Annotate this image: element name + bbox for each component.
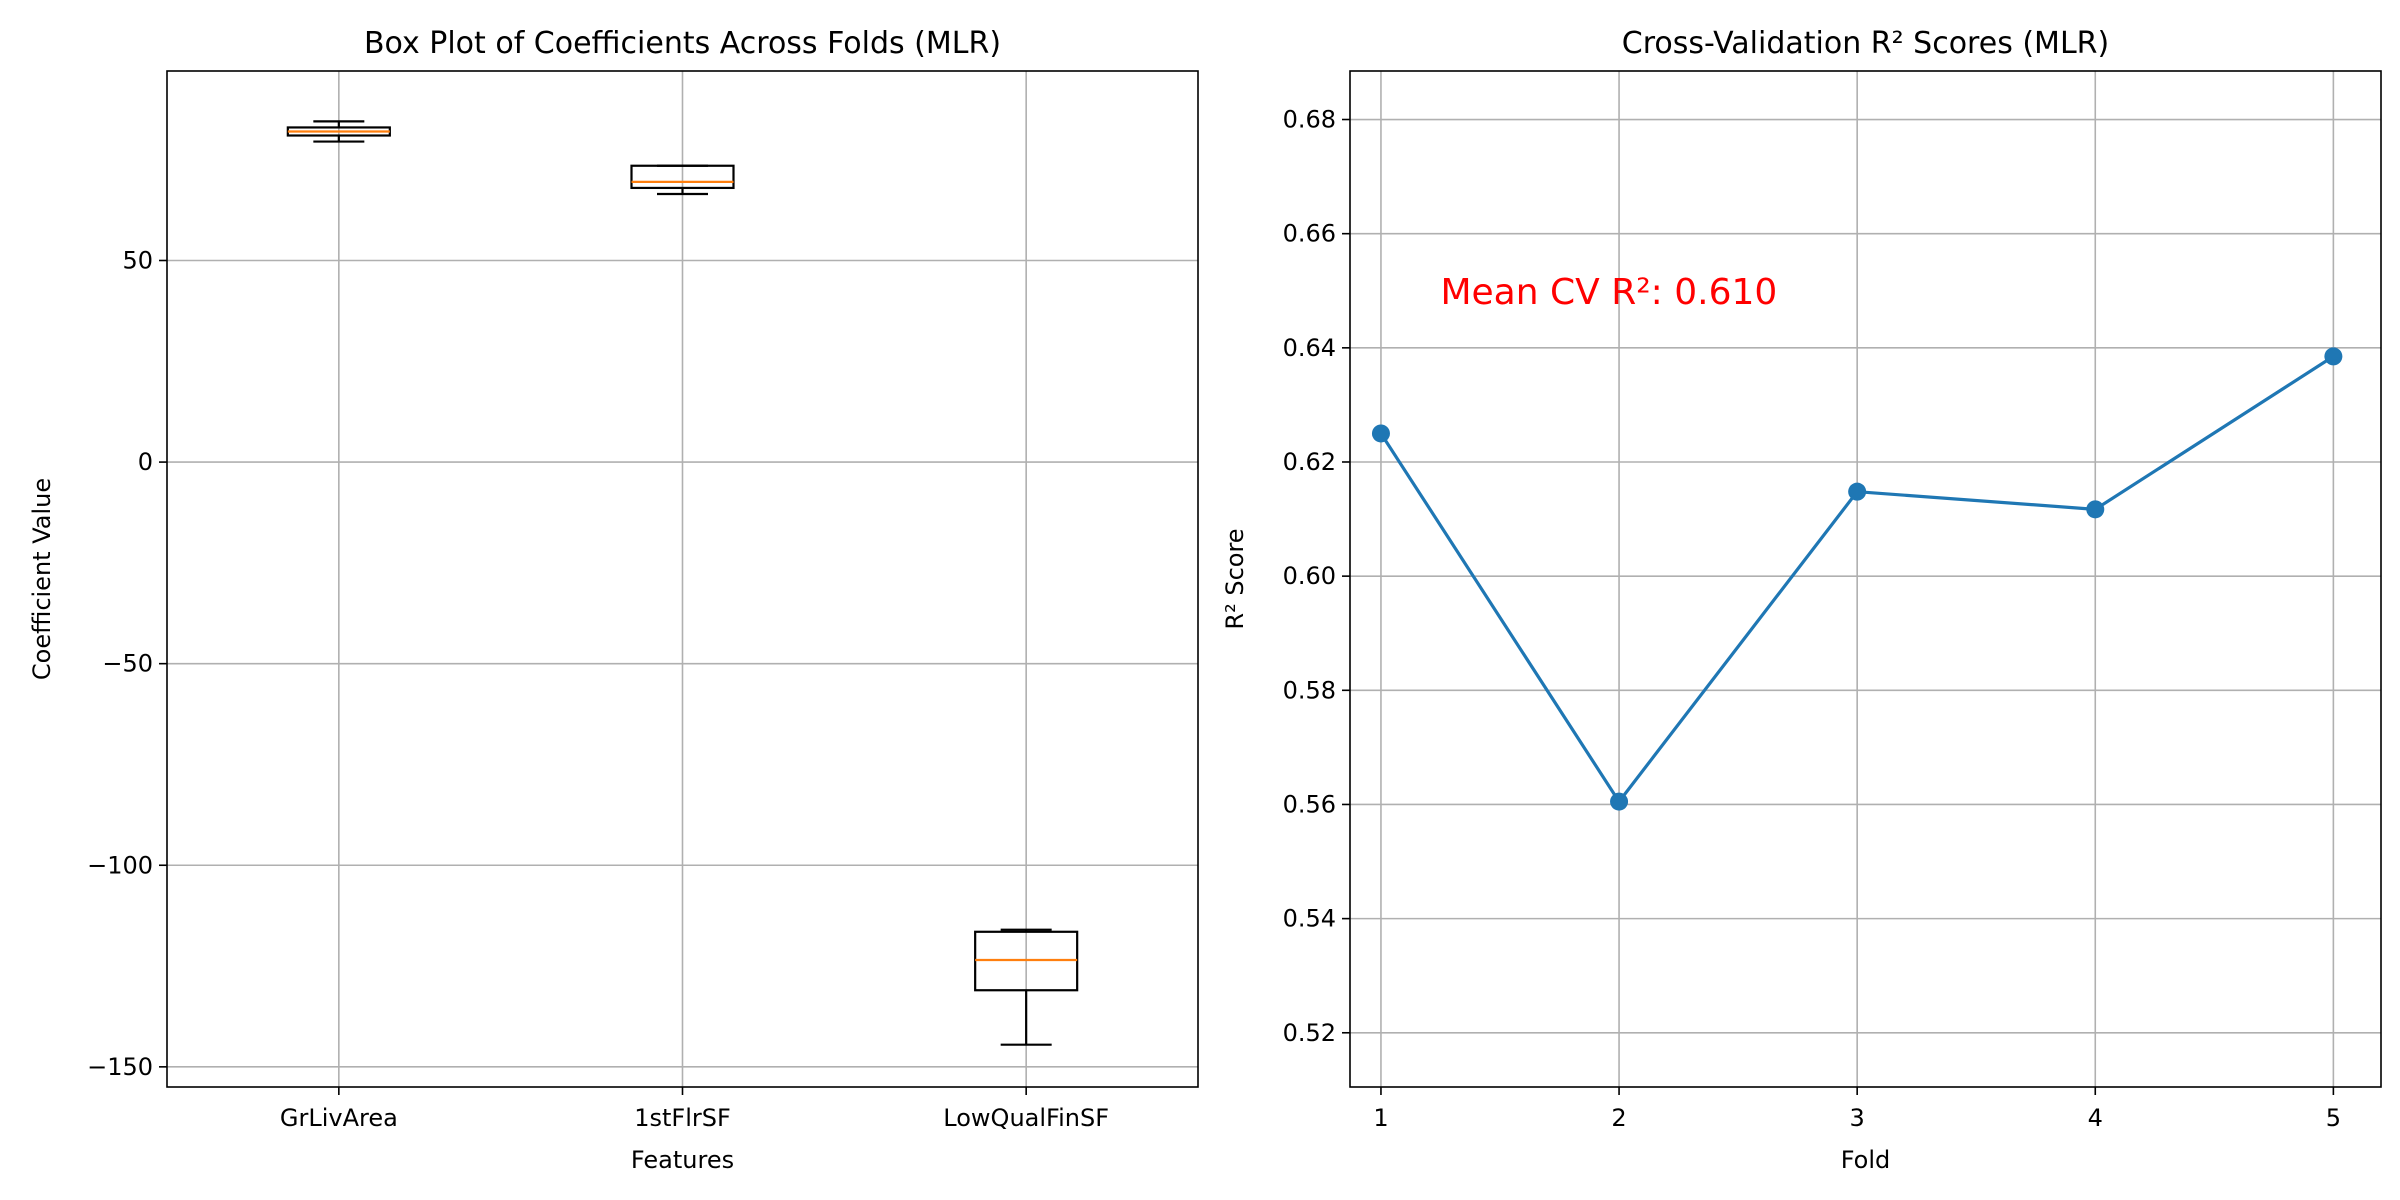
r2-point-fold-3 <box>1848 482 1867 501</box>
left-x-tick-label: 1stFlrSF <box>634 1104 731 1132</box>
left-x-ticks: GrLivArea 1stFlrSF LowQualFinSF <box>280 1087 1109 1132</box>
right-y-tick-label: 0.54 <box>1283 905 1336 933</box>
right-grid <box>1350 71 2381 1087</box>
right-y-axis-label: R² Score <box>1221 528 1249 629</box>
right-x-axis-label: Fold <box>1841 1146 1891 1174</box>
left-y-ticks: 50 0 −50 −100 −150 <box>87 246 167 1081</box>
r2-point-fold-4 <box>2086 500 2105 519</box>
r2-line-chart: 0.52 0.54 0.56 0.58 0.60 0.62 0.64 0.66 0.68 1 2 3… <box>1221 26 2382 1174</box>
right-chart-title: Cross-Validation R² Scores (MLR) <box>1622 26 2109 61</box>
box-body <box>630 164 735 190</box>
mean-r2-annotation: Mean CV R²: 0.610 <box>1440 272 1777 313</box>
box-GrLivArea <box>286 120 391 143</box>
left-x-tick-label: GrLivArea <box>280 1104 398 1132</box>
right-series <box>1371 347 2343 811</box>
right-y-tick-label: 0.52 <box>1283 1019 1336 1047</box>
right-x-tick-label: 4 <box>2088 1104 2103 1132</box>
right-y-tick-label: 0.56 <box>1283 790 1336 818</box>
r2-point-fold-5 <box>2324 347 2343 366</box>
left-y-tick-label: 50 <box>122 246 153 274</box>
right-y-tick-label: 0.64 <box>1283 334 1336 362</box>
right-y-tick-label: 0.62 <box>1283 448 1336 476</box>
right-y-tick-label: 0.58 <box>1283 676 1336 704</box>
left-x-axis-label: Features <box>631 1146 734 1174</box>
right-plot-frame <box>1349 70 2382 1088</box>
left-chart-title: Box Plot of Coefficients Across Folds (M… <box>364 26 1001 61</box>
right-y-tick-label: 0.68 <box>1283 106 1336 134</box>
box-LowQualFinSF <box>974 928 1079 1046</box>
box-plot-chart: 50 0 −50 −100 −150 GrLivArea 1stFlrSF LowQualF… <box>28 26 1199 1174</box>
box-1stFlrSF <box>630 164 735 196</box>
right-x-tick-label: 3 <box>1850 1104 1865 1132</box>
r2-point-fold-2 <box>1610 792 1629 811</box>
left-y-tick-label: 0 <box>138 448 153 476</box>
right-x-tick-label: 2 <box>1611 1104 1626 1132</box>
right-x-tick-label: 1 <box>1373 1104 1388 1132</box>
left-y-axis-label: Coefficient Value <box>28 478 56 680</box>
right-x-tick-label: 5 <box>2326 1104 2341 1132</box>
left-y-tick-label: −100 <box>87 851 153 879</box>
r2-point-fold-1 <box>1371 424 1390 443</box>
left-y-tick-label: −150 <box>87 1053 153 1081</box>
right-y-tick-label: 0.66 <box>1283 220 1336 248</box>
right-y-ticks: 0.52 0.54 0.56 0.58 0.60 0.62 0.64 0.66 0.68 <box>1283 106 1350 1047</box>
left-x-tick-label: LowQualFinSF <box>943 1104 1109 1132</box>
left-boxes <box>286 120 1079 1046</box>
left-y-tick-label: −50 <box>102 650 153 678</box>
right-y-tick-label: 0.60 <box>1283 562 1336 590</box>
right-x-ticks: 1 2 3 4 5 <box>1373 1087 2341 1132</box>
left-grid <box>167 71 1198 1087</box>
